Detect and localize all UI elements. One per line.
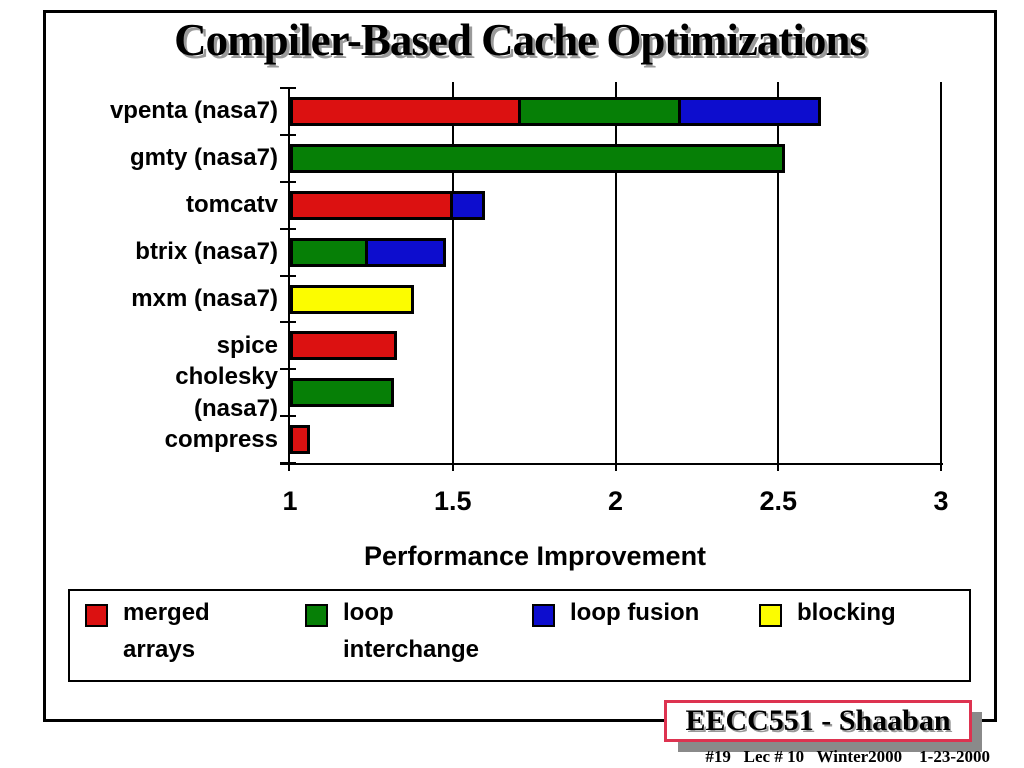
x-tick-label: 3 <box>933 486 949 516</box>
category-labels: vpenta (nasa7) gmty (nasa7) tomcatv btrix (… <box>45 88 278 463</box>
bar-segment <box>290 284 414 314</box>
bar-segment <box>449 190 486 220</box>
x-tick-label: 2.5 <box>759 486 798 516</box>
y-axis-tick <box>280 227 296 230</box>
legend-label-line: arrays <box>123 636 196 663</box>
y-axis-tick <box>280 180 296 183</box>
category-label-line: compress <box>164 425 278 453</box>
bar-row <box>290 322 941 369</box>
legend-label-line: blocking <box>797 599 896 626</box>
legend-label-line: merged <box>123 599 210 626</box>
bar-segment <box>677 97 821 126</box>
x-axis-line <box>280 463 943 465</box>
category-label: compress <box>45 416 278 463</box>
bar-row <box>290 276 941 323</box>
y-axis-line <box>288 88 290 471</box>
legend-swatch <box>85 604 108 627</box>
legend-label: blocking <box>797 594 896 631</box>
category-label-line: spice <box>216 331 278 359</box>
gridline <box>940 82 942 471</box>
bar-row <box>290 229 941 276</box>
y-axis-tick <box>280 368 296 371</box>
y-axis-tick <box>280 462 296 464</box>
x-tick-label: 1.5 <box>433 486 472 516</box>
legend-label-line: interchange <box>343 636 480 663</box>
bar-segment <box>290 237 369 267</box>
category-label-line: (nasa7) <box>193 394 278 422</box>
bar-row <box>290 369 941 416</box>
category-label: mxm (nasa7) <box>45 276 278 323</box>
legend-label: merged arrays <box>123 594 210 668</box>
x-axis-title: Performance Improvement <box>363 541 707 571</box>
bar-segment <box>290 331 398 361</box>
plot-area <box>280 82 943 471</box>
bar-segment <box>365 237 447 267</box>
y-axis-tick <box>280 415 296 418</box>
legend-swatch <box>759 604 782 627</box>
legend-label-line: loop fusion <box>570 599 700 626</box>
category-label-line: gmty (nasa7) <box>129 144 278 172</box>
category-label: btrix (nasa7) <box>45 229 278 276</box>
category-label: gmty (nasa7) <box>45 135 278 182</box>
bar-segment <box>290 190 453 220</box>
y-axis-tick <box>280 87 296 89</box>
legend-swatch <box>305 604 328 627</box>
x-tick-label: 1 <box>282 486 298 516</box>
y-axis-tick <box>280 133 296 136</box>
bar-segment <box>518 97 681 126</box>
footer-badge: EECC551 - Shaaban <box>664 700 972 742</box>
page-title: Compiler-Based Cache Optimizations <box>174 15 867 65</box>
y-axis-tick <box>280 274 296 277</box>
category-label: cholesky (nasa7) <box>45 363 278 422</box>
legend-label-line: loop <box>343 599 394 626</box>
category-label-line: cholesky <box>175 362 278 390</box>
gridline <box>451 82 454 471</box>
category-label-line: tomcatv <box>185 191 278 219</box>
footer-note: #19 Lec # 10 Winter2000 1-23-2000 <box>705 747 990 766</box>
gridline <box>777 82 780 471</box>
category-label-line: btrix (nasa7) <box>135 238 278 266</box>
legend-label: loop fusion <box>570 594 699 631</box>
bar-segment <box>290 378 395 408</box>
x-axis-ticks: 1 1.5 2 2.5 3 <box>282 486 948 520</box>
category-label-line: mxm (nasa7) <box>131 284 278 312</box>
x-tick-label: 2 <box>607 486 624 516</box>
category-label: vpenta (nasa7) <box>45 88 278 135</box>
bar-row <box>290 135 941 182</box>
bar-row <box>290 88 941 135</box>
bar-row <box>290 416 941 463</box>
bar-segment <box>290 143 785 173</box>
category-label-line: vpenta (nasa7) <box>109 97 278 125</box>
category-label: spice <box>45 322 278 369</box>
legend-swatch <box>532 604 555 627</box>
legend: merged arrays loop interchange loop fusion bl… <box>68 589 971 682</box>
legend-label: loop interchange <box>343 594 479 668</box>
bar-segment <box>290 97 522 126</box>
bar-segment <box>290 425 310 455</box>
category-label: tomcatv <box>45 182 278 229</box>
y-axis-tick <box>280 321 296 324</box>
gridline <box>614 82 617 471</box>
bar-row <box>290 182 941 229</box>
